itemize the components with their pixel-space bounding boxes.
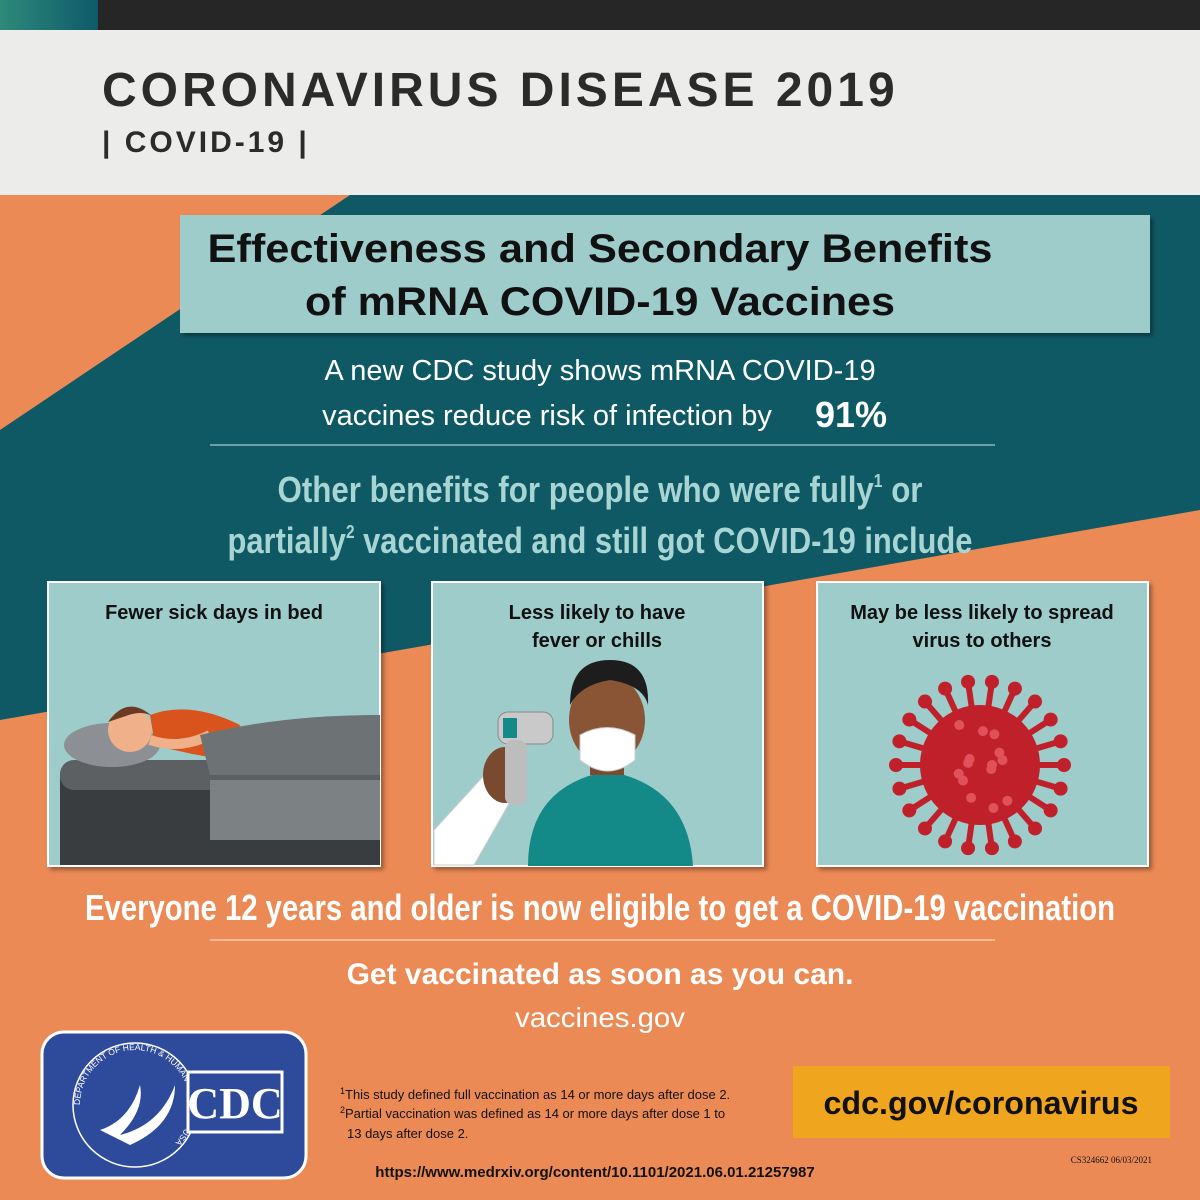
virus-part	[961, 841, 976, 856]
virus-part	[917, 694, 932, 709]
virus-part	[977, 726, 988, 737]
virus-part	[966, 792, 977, 803]
virus-part	[1053, 781, 1068, 796]
virus-part	[961, 674, 976, 689]
virus-part	[964, 753, 975, 764]
header-bg	[0, 30, 1200, 195]
intro-text: vaccines reduce risk of infection by	[322, 400, 772, 432]
panel: Fewer sick days in bed	[47, 581, 381, 867]
footnote: 1This study defined full vaccination as …	[340, 1086, 730, 1102]
virus-part	[986, 764, 997, 775]
document-code: CS324662 06/03/2021	[1071, 1155, 1152, 1165]
virus-part	[1007, 834, 1022, 849]
website[interactable]: cdc.gov/coronavirus	[824, 1085, 1139, 1121]
footnote: 13 days after dose 2.	[347, 1126, 468, 1141]
banner	[180, 215, 1150, 333]
panel-caption: Less likely to have	[509, 602, 686, 624]
heading-text: partially	[228, 520, 346, 561]
virus-illustration	[889, 674, 1071, 856]
virus-part	[984, 674, 999, 689]
website-box	[793, 1066, 1170, 1138]
top-accent	[0, 0, 98, 30]
banner-line: Effectiveness and Secondary Benefits	[208, 227, 993, 271]
panel-caption: Fewer sick days in bed	[105, 602, 323, 624]
vaccines-link[interactable]: vaccines.gov	[515, 1002, 685, 1033]
footnote-ref: 1	[874, 471, 883, 491]
benefits-heading: Other benefits for people who were fully…	[278, 469, 923, 510]
source-url[interactable]: https://www.medrxiv.org/content/10.1101/…	[375, 1164, 814, 1181]
virus-part	[989, 729, 1000, 740]
virus-part	[889, 758, 903, 772]
virus-part	[920, 705, 1040, 825]
virus-part	[892, 781, 907, 796]
virus-part	[1043, 712, 1058, 727]
eligibility: Everyone 12 years and older is now eligi…	[85, 887, 1115, 928]
heading-text: or	[883, 469, 923, 510]
virus-part	[1007, 681, 1022, 696]
footnote: 2Partial vaccination was defined as 14 o…	[340, 1105, 725, 1121]
call-to-action: Get vaccinated as soon as you can.	[347, 958, 854, 991]
virus-part	[902, 803, 917, 818]
virus-part	[1028, 694, 1043, 709]
virus-part	[938, 834, 953, 849]
virus-part	[954, 720, 965, 731]
virus-part	[988, 802, 999, 813]
intro-text: A new CDC study shows mRNA COVID-19	[324, 355, 875, 387]
virus-part	[1002, 795, 1013, 806]
virus-part	[984, 841, 999, 856]
logo: DEPARTMENT OF HEALTH & HUMAN SERVICES US…	[40, 1030, 308, 1180]
virus-part	[902, 712, 917, 727]
logo-agency: CDC	[187, 1079, 282, 1128]
heading-text: Other benefits for people who were fully	[278, 469, 874, 510]
header-title: CORONAVIRUS DISEASE 2019	[102, 64, 899, 117]
virus-part	[953, 768, 964, 779]
panel: Less likely to have fever or chills	[431, 581, 764, 867]
virus-part	[917, 821, 932, 836]
thermometer-illustration	[433, 660, 693, 866]
panel-caption: May be less likely to spread	[850, 602, 1113, 624]
panel-caption: fever or chills	[532, 630, 662, 652]
virus-part	[997, 755, 1008, 766]
header-subtitle: | COVID-19 |	[102, 126, 310, 159]
heading-text: vaccinated and still got COVID-19 includ…	[355, 520, 973, 561]
benefits-heading: partially2 vaccinated and still got COVI…	[228, 520, 973, 561]
top-strip	[0, 0, 1200, 30]
sleeping-illustration	[60, 706, 380, 865]
virus-part	[1057, 758, 1071, 772]
footnote-ref: 2	[346, 522, 355, 542]
virus-part	[1043, 803, 1058, 818]
panel: May be less likely to spread virus to ot…	[816, 581, 1149, 867]
virus-part	[938, 681, 953, 696]
virus-part	[892, 734, 907, 749]
intro-figure: 91%	[815, 394, 887, 435]
banner-line: of mRNA COVID-19 Vaccines	[305, 280, 895, 324]
panel-caption: virus to others	[913, 630, 1052, 652]
virus-part	[1028, 821, 1043, 836]
virus-part	[1053, 734, 1068, 749]
